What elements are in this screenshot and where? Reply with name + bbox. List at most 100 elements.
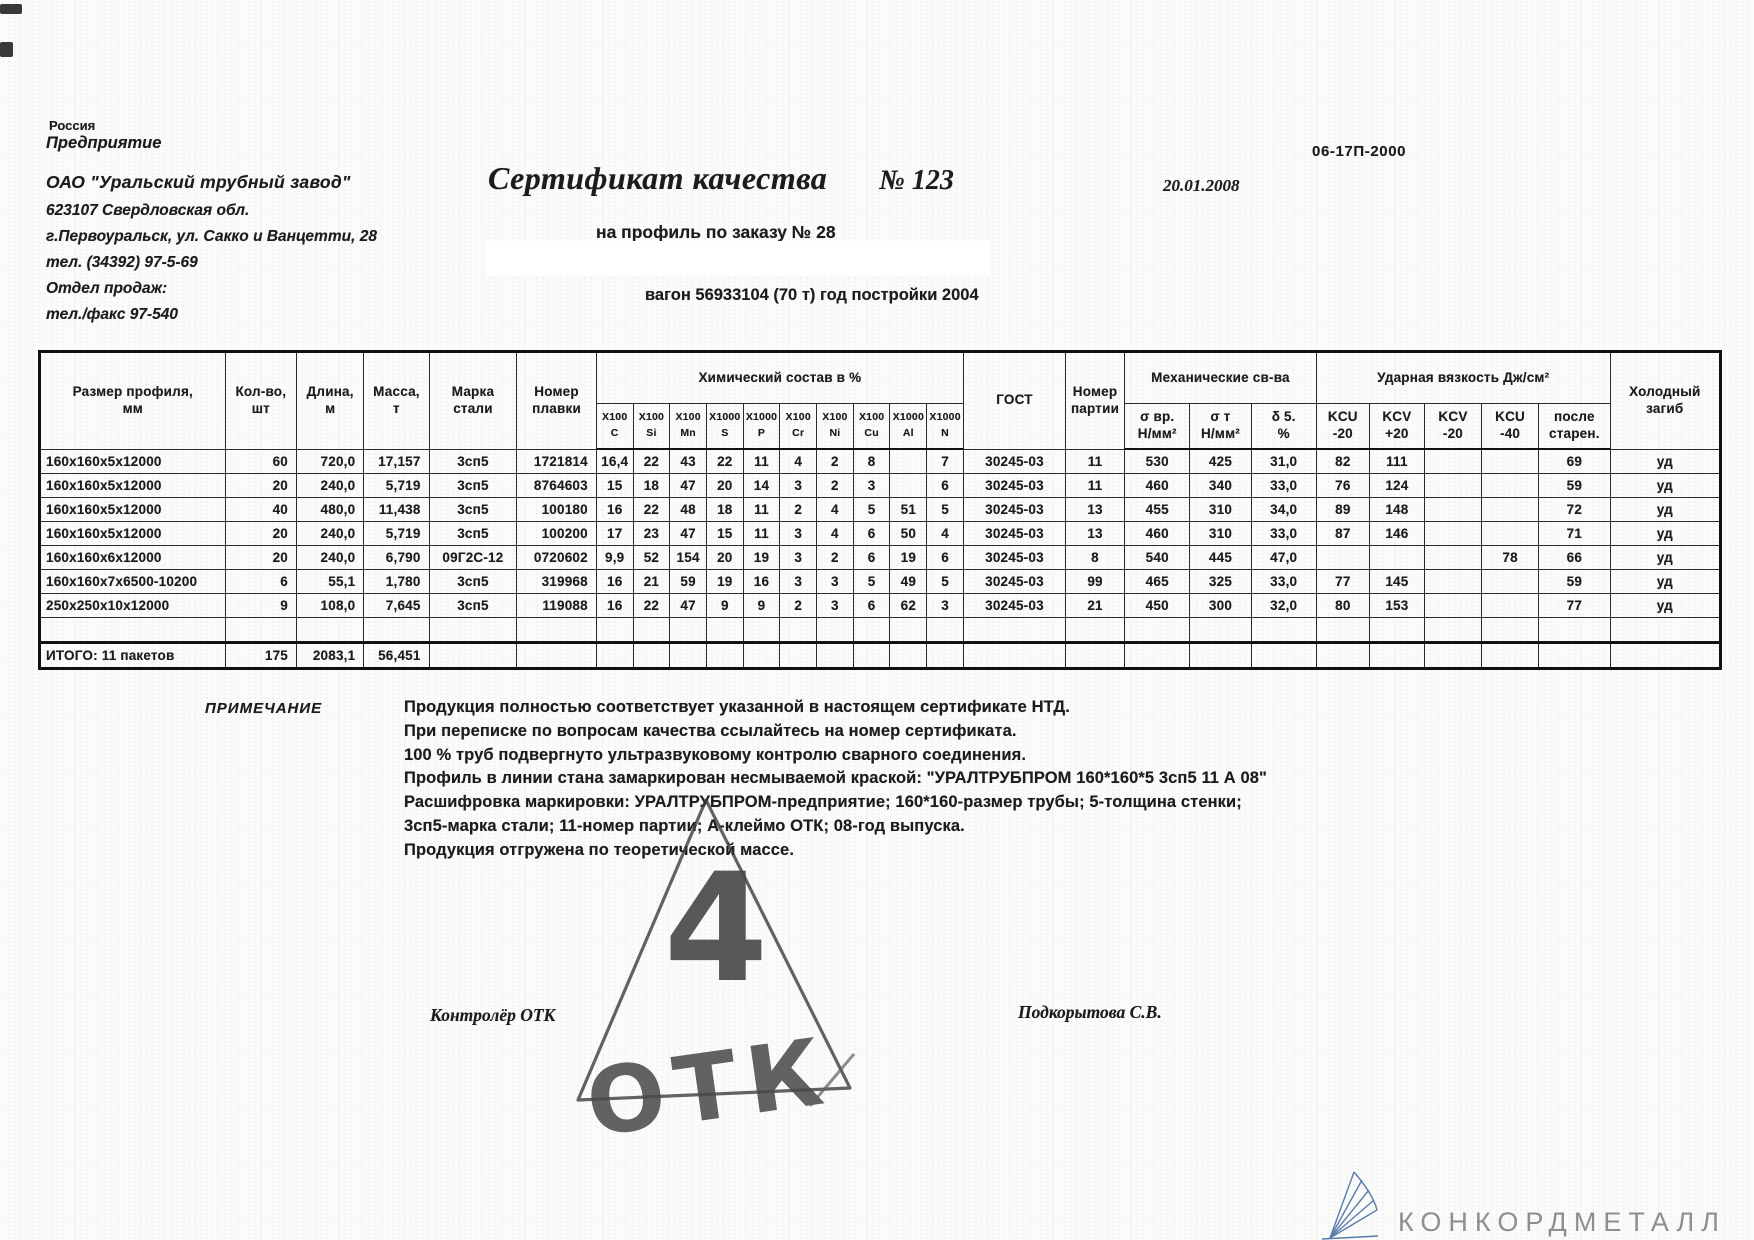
table-cell: 20 bbox=[224, 545, 298, 570]
chem-column-header: X100 Cu bbox=[852, 403, 891, 450]
certificate-table-body: 160x160x5x12000 60 720,0 17,157 3сп5 1721814 1… bbox=[39, 448, 1722, 669]
table-cell: 11 bbox=[1064, 473, 1126, 498]
table-cell bbox=[1423, 473, 1483, 498]
table-cell: 59 bbox=[1538, 569, 1611, 594]
table-cell: 480,0 bbox=[296, 497, 365, 522]
table-cell bbox=[1609, 617, 1722, 643]
table-cell bbox=[1481, 497, 1540, 522]
table-cell: 3 bbox=[779, 569, 818, 594]
otk-stamp: 4 ОТК bbox=[576, 798, 856, 1158]
table-cell: 09Г2С-12 bbox=[428, 545, 518, 570]
table-cell: 8 bbox=[852, 448, 891, 474]
table-cell: 6 bbox=[224, 569, 298, 594]
scan-artifact bbox=[0, 42, 13, 57]
table-cell: 111 bbox=[1368, 448, 1425, 474]
table-cell: 49 bbox=[889, 569, 928, 594]
certificate-number: № 123 bbox=[879, 165, 954, 196]
table-cell: 30245-03 bbox=[962, 473, 1066, 498]
note-line: При переписке по вопросам качества ссыла… bbox=[404, 721, 1017, 740]
table-cell bbox=[1064, 617, 1126, 643]
table-cell: 160x160x5x12000 bbox=[39, 521, 226, 546]
total-row: ИТОГО: 11 пакетов 175 2083,1 56,451 bbox=[39, 641, 1722, 669]
table-row: 160x160x5x12000 20 240,0 5,719 3сп5 8764603 15… bbox=[39, 473, 1722, 498]
column-header: Размер профиля, мм bbox=[39, 351, 226, 450]
table-cell: 47 bbox=[669, 593, 707, 618]
table-cell: 15 bbox=[595, 473, 634, 498]
company-address-line: Отдел продаж: bbox=[46, 280, 168, 297]
note-line: Продукция полностью соответствует указан… bbox=[404, 698, 1070, 716]
table-cell: 2083,1 bbox=[296, 641, 365, 669]
spacer-row bbox=[39, 617, 1722, 643]
table-cell: 69 bbox=[1538, 448, 1611, 474]
table-cell: 77 bbox=[1315, 569, 1370, 594]
table-cell: 18 bbox=[705, 497, 744, 522]
company-address: 623107 Свердловская обл. г.Первоуральск, … bbox=[46, 198, 377, 328]
table-cell: 6 bbox=[852, 593, 891, 618]
table-cell: 9 bbox=[224, 593, 298, 618]
table-cell: 16 bbox=[595, 593, 634, 618]
table-cell: 20 bbox=[224, 521, 298, 546]
table-cell bbox=[1481, 521, 1540, 546]
notes-label: ПРИМЕЧАНИЕ bbox=[205, 700, 323, 717]
table-cell: 30245-03 bbox=[962, 448, 1066, 474]
table-cell: 19 bbox=[705, 569, 744, 594]
certificate-title-text: Сертификат качества bbox=[488, 160, 828, 196]
table-cell: 16 bbox=[595, 497, 634, 522]
table-cell: 62 bbox=[889, 593, 928, 618]
stamp-number: 4 bbox=[664, 842, 768, 1016]
table-row: 160x160x5x12000 20 240,0 5,719 3сп5 100200 17 2… bbox=[39, 521, 1722, 546]
table-cell bbox=[1423, 593, 1483, 618]
document-date: 20.01.2008 bbox=[1163, 176, 1240, 195]
table-cell bbox=[1481, 641, 1540, 669]
table-cell: 240,0 bbox=[296, 521, 365, 546]
table-cell: 50 bbox=[889, 521, 928, 546]
table-cell: 59 bbox=[1538, 473, 1611, 498]
certificate-table-head: Размер профиля, мм Кол-во, шт Длина, м Масс… bbox=[39, 351, 1722, 450]
table-cell: уд bbox=[1609, 473, 1722, 498]
table-cell bbox=[1368, 545, 1425, 570]
table-cell: 1721814 bbox=[516, 448, 597, 474]
table-cell bbox=[779, 617, 818, 643]
table-cell: 7,645 bbox=[363, 593, 430, 618]
table-cell: 2 bbox=[779, 593, 818, 618]
table-cell: 16,4 bbox=[595, 448, 634, 474]
scan-artifact bbox=[0, 4, 22, 14]
table-cell: 154 bbox=[669, 545, 707, 570]
table-cell bbox=[1481, 448, 1540, 474]
table-cell: 20 bbox=[705, 545, 744, 570]
stamp-triangle bbox=[576, 798, 852, 1102]
table-cell: 145 bbox=[1368, 569, 1425, 594]
table-cell bbox=[1368, 641, 1425, 669]
table-cell bbox=[1423, 641, 1483, 669]
table-cell: 3сп5 bbox=[428, 473, 518, 498]
table-cell: 460 bbox=[1124, 521, 1191, 546]
table-cell: 47 bbox=[669, 521, 707, 546]
table-cell: 6,790 bbox=[363, 545, 430, 570]
table-cell bbox=[595, 617, 634, 643]
table-cell bbox=[1250, 617, 1317, 643]
form-code: 06-17П-2000 bbox=[1312, 143, 1407, 160]
stamp-otk-text: ОТК bbox=[580, 1017, 839, 1157]
table-cell: 3сп5 bbox=[428, 569, 518, 594]
table-cell: уд bbox=[1609, 593, 1722, 618]
table-cell bbox=[889, 617, 928, 643]
stamp-signature-mark bbox=[808, 1053, 856, 1107]
table-cell: 71 bbox=[1538, 521, 1611, 546]
table-cell bbox=[428, 641, 518, 669]
certificate-table: Размер профиля, мм Кол-во, шт Длина, м Масс… bbox=[38, 350, 1722, 670]
column-header: Кол-во, шт bbox=[224, 351, 298, 450]
table-cell bbox=[742, 617, 781, 643]
chem-column-header: X1000 P bbox=[742, 403, 781, 450]
table-cell: 48 bbox=[669, 497, 707, 522]
table-cell: 22 bbox=[632, 593, 671, 618]
table-cell: 9,9 bbox=[595, 545, 634, 570]
impact-column-header: KCV +20 bbox=[1368, 403, 1425, 450]
chem-column-header: X1000 Al bbox=[889, 403, 928, 450]
table-cell bbox=[363, 617, 430, 643]
company-address-line: г.Первоуральск, ул. Сакко и Ванцетти, 28 bbox=[46, 228, 377, 245]
impact-column-header: KCU -20 bbox=[1315, 403, 1370, 450]
impact-group-header: Ударная вязкость Дж/см² bbox=[1315, 351, 1611, 404]
table-cell: 108,0 bbox=[296, 593, 365, 618]
note-line: 100 % труб подвергнуто ультразвуковому к… bbox=[404, 745, 1027, 764]
column-header: Марка стали bbox=[428, 351, 518, 450]
